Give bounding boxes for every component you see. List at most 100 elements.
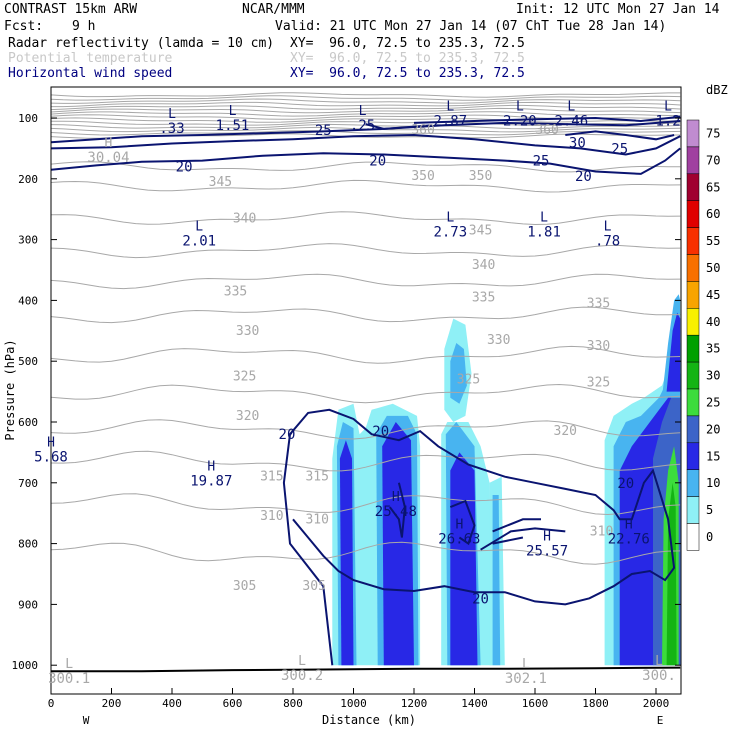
extremum-value: .25 xyxy=(350,118,375,134)
wind-contour-label: 20 xyxy=(176,160,193,176)
extremum-value: .33 xyxy=(159,121,184,137)
wind-contour xyxy=(51,120,681,144)
theta-contour xyxy=(51,92,681,98)
theta-contour-label: 315 xyxy=(260,470,283,485)
y-tick-label: 300 xyxy=(18,234,38,247)
colorbar-swatch xyxy=(686,200,700,228)
colorbar-label: 55 xyxy=(706,234,720,248)
wind-contour xyxy=(449,499,476,546)
low-marker: L xyxy=(522,657,530,672)
extremum-value: 300. xyxy=(642,668,676,684)
theta-contour xyxy=(51,345,681,364)
extremum-value: 30.04 xyxy=(87,150,129,166)
colorbar-swatch xyxy=(686,146,700,175)
theta-contour-label: 330 xyxy=(487,333,510,348)
colorbar-swatch xyxy=(686,281,700,309)
theta-contour-label: 310 xyxy=(260,509,283,524)
theta-contour-label: 335 xyxy=(472,290,495,305)
low-marker: L xyxy=(516,100,524,115)
colorbar-swatch xyxy=(686,388,700,417)
low-marker: L xyxy=(195,219,203,234)
x-tick-label: 1600 xyxy=(522,697,549,710)
x-tick-label: 200 xyxy=(102,697,122,710)
theta-contour-label: 340 xyxy=(472,258,495,273)
y-tick-label: 700 xyxy=(18,477,38,490)
field-reflectivity-xy: XY= 96.0, 72.5 to 235.3, 72.5 xyxy=(290,36,525,51)
wind-contour-label: 20 xyxy=(369,154,386,170)
extremum-value: 26.63 xyxy=(438,531,480,547)
colorbar-swatch xyxy=(686,415,700,444)
colorbar-swatch xyxy=(686,254,700,282)
field-reflectivity-label: Radar reflectivity (lamda = 10 cm) xyxy=(8,36,275,51)
colorbar-label: 70 xyxy=(706,153,720,167)
theta-contour-label: 325 xyxy=(457,372,480,387)
colorbar-label: 30 xyxy=(706,369,720,383)
colorbar-label: 75 xyxy=(706,126,720,140)
colorbar-label: 60 xyxy=(706,207,720,221)
wind-contour xyxy=(492,518,541,533)
high-marker: H xyxy=(207,460,215,475)
theta-contour-label: 320 xyxy=(236,409,259,424)
theta-contour xyxy=(51,98,681,104)
y-tick-label: 1000 xyxy=(12,659,39,672)
theta-contour-label: 310 xyxy=(305,512,328,527)
theta-contour xyxy=(51,123,681,130)
low-marker: L xyxy=(540,210,548,225)
colorbar-label: 40 xyxy=(706,315,720,329)
theta-contour-label: 345 xyxy=(209,175,232,190)
reflectivity-cell xyxy=(339,440,354,666)
colorbar-label: 65 xyxy=(706,180,720,194)
extremum-value: 2.73 xyxy=(433,224,467,240)
colorbar-label: 15 xyxy=(706,449,720,463)
theta-contour-label: 345 xyxy=(469,223,492,238)
theta-contour xyxy=(51,130,681,136)
extremum-value: 302.1 xyxy=(505,671,547,687)
reflectivity-cell xyxy=(450,452,478,666)
extremum-value: 300.1 xyxy=(48,671,90,687)
theta-contour xyxy=(51,493,681,516)
theta-contour-label: 335 xyxy=(587,296,610,311)
wind-contour-label: 20 xyxy=(472,591,489,607)
valid-time: Valid: 21 UTC Mon 27 Jan 14 (07 ChT Tue … xyxy=(275,19,667,34)
theta-contour-label: 305 xyxy=(302,579,325,594)
extremum-value: 25.57 xyxy=(526,544,568,560)
theta-contour xyxy=(51,161,681,173)
colorbar-label: 35 xyxy=(706,342,720,356)
extremum-value: 22.76 xyxy=(608,531,650,547)
colorbar-swatch xyxy=(686,119,700,148)
colorbar-label: 20 xyxy=(706,422,720,436)
extremum-value: 2.46 xyxy=(554,114,588,130)
colorbar-label: 25 xyxy=(706,395,720,409)
high-marker: H xyxy=(455,517,463,532)
theta-contour xyxy=(51,450,681,472)
x-axis-title: Distance (km) xyxy=(322,713,416,727)
x-tick-label: 1200 xyxy=(401,697,428,710)
east-label: E xyxy=(657,714,664,727)
colorbar-label: 50 xyxy=(706,261,720,275)
theta-contour-label: 310 xyxy=(590,524,613,539)
theta-contour-label: 335 xyxy=(224,284,247,299)
colorbar-label: 45 xyxy=(706,288,720,302)
wind-contour xyxy=(282,408,676,666)
wind-contour-label: 30 xyxy=(569,135,586,151)
theta-contour-label: 330 xyxy=(236,324,259,339)
y-tick-label: 800 xyxy=(18,538,38,551)
theta-contour-label: 350 xyxy=(411,169,434,184)
theta-contour-label: 325 xyxy=(587,375,610,390)
extremum-value: 1.2 xyxy=(655,114,680,130)
low-marker: L xyxy=(446,100,454,115)
init-time: Init: 12 UTC Mon 27 Jan 14 xyxy=(516,2,720,17)
field-wind-xy: XY= 96.0, 72.5 to 235.3, 72.5 xyxy=(290,66,525,81)
wind-contour xyxy=(51,147,681,175)
theta-contour xyxy=(51,101,681,108)
colorbar-swatch xyxy=(686,334,700,363)
colorbar-swatch xyxy=(686,308,700,336)
wind-contour-label: 25 xyxy=(611,141,628,157)
x-tick-label: 800 xyxy=(283,697,303,710)
x-tick-label: 400 xyxy=(162,697,182,710)
forecast-label: Fcst: xyxy=(4,19,44,34)
extremum-value: 2.20 xyxy=(503,114,537,130)
high-marker: H xyxy=(47,435,55,450)
low-marker: L xyxy=(359,104,367,119)
